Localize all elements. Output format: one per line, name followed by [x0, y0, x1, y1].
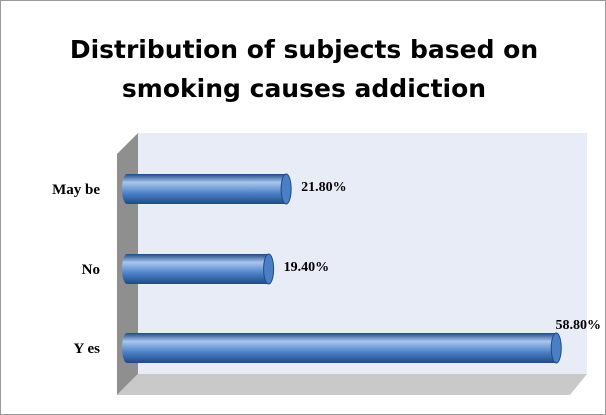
chart-title-line-1: Distribution of subjects based on	[69, 35, 539, 64]
category-label: Y es	[73, 341, 100, 357]
category-label: May be	[52, 182, 100, 198]
data-label: 19.40%	[284, 260, 330, 275]
category-label: No	[82, 262, 100, 278]
data-label: 21.80%	[301, 180, 347, 195]
bar-left-cap	[122, 174, 132, 204]
bar-left-cap	[122, 333, 132, 363]
plot-floor	[117, 374, 587, 395]
bar-end-cap	[550, 332, 562, 364]
bar-end-cap	[263, 253, 275, 285]
chart-title-line-2: smoking causes addiction	[121, 74, 487, 103]
bar	[127, 174, 287, 204]
data-label: 58.80%	[556, 318, 602, 333]
bar-left-cap	[122, 254, 132, 284]
bar	[127, 333, 557, 363]
bar	[127, 254, 269, 284]
bar-end-cap	[280, 173, 292, 205]
